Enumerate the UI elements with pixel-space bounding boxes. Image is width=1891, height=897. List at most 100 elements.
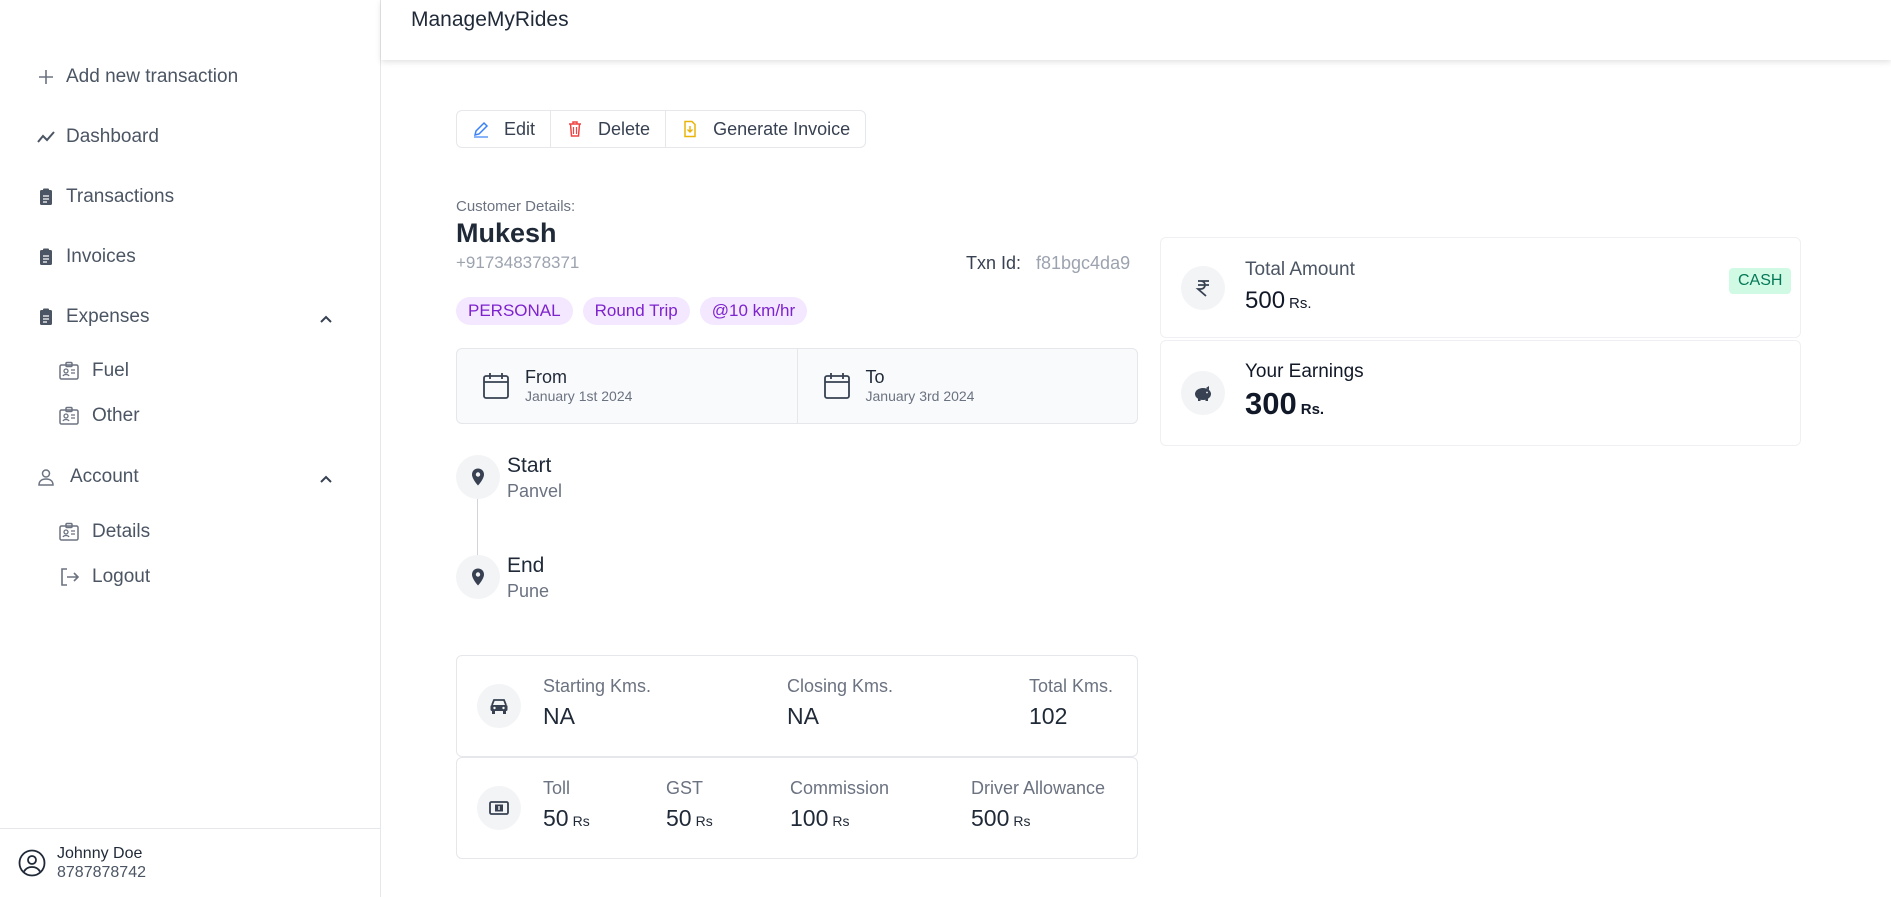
piggy-bank-icon bbox=[1195, 386, 1211, 401]
customer-section-label: Customer Details: bbox=[456, 198, 576, 215]
trash-icon bbox=[569, 121, 582, 137]
rupee-icon bbox=[1195, 280, 1209, 297]
starting-kms-label: Starting Kms. bbox=[543, 676, 652, 696]
sidebar-item-expenses[interactable]: Expenses bbox=[36, 306, 149, 328]
commission-value: 100 bbox=[790, 805, 829, 831]
plus-icon bbox=[39, 70, 53, 84]
delete-label: Delete bbox=[598, 118, 651, 139]
app-title: ManageMyRides bbox=[411, 8, 569, 31]
total-amount-value: 500 bbox=[1245, 287, 1286, 314]
earnings-card: Your Earnings 300 Rs. bbox=[1160, 340, 1801, 446]
start-label: Start bbox=[507, 454, 552, 477]
sidebar-item-invoices[interactable]: Invoices bbox=[36, 246, 136, 268]
txn-id-label: Txn Id: bbox=[966, 253, 1022, 273]
kms-card: Starting Kms. NA Closing Kms. NA Total K… bbox=[456, 655, 1138, 757]
user-profile[interactable]: Johnny Doe 8787878742 bbox=[0, 828, 381, 897]
generate-invoice-button[interactable]: Generate Invoice bbox=[666, 111, 865, 147]
user-icon bbox=[38, 469, 54, 486]
calendar-icon bbox=[483, 373, 509, 399]
banknote-icon bbox=[489, 801, 509, 815]
route-connector bbox=[477, 498, 478, 558]
from-value: January 1st 2024 bbox=[525, 388, 633, 404]
toll: Toll 50 Rs bbox=[543, 778, 590, 832]
gst-value: 50 bbox=[666, 805, 692, 831]
customer-phone: +917348378371 bbox=[456, 253, 580, 272]
txn-id-value: f81bgc4da9 bbox=[1036, 253, 1131, 273]
edit-label: Edit bbox=[504, 118, 536, 139]
user-circle-icon bbox=[18, 849, 46, 877]
sidebar-item-fuel[interactable]: Fuel bbox=[58, 360, 129, 382]
piggy-icon-wrap bbox=[1181, 371, 1225, 415]
sidebar-item-label: Invoices bbox=[66, 246, 136, 267]
sidebar-item-label: Fuel bbox=[92, 360, 129, 381]
commission-label: Commission bbox=[790, 778, 890, 798]
toll-unit: Rs bbox=[572, 813, 590, 829]
end-label: End bbox=[507, 554, 545, 577]
tag-list: PERSONAL Round Trip @10 km/hr bbox=[456, 297, 808, 325]
sidebar-item-details[interactable]: Details bbox=[58, 521, 150, 543]
end-location: Pune bbox=[507, 581, 550, 601]
action-toolbar: Edit Delete Generate Invoice bbox=[456, 110, 867, 148]
toll-value: 50 bbox=[543, 805, 569, 831]
closing-kms: Closing Kms. NA bbox=[787, 676, 893, 730]
edit-button[interactable]: Edit bbox=[457, 111, 552, 147]
chevron-up-icon[interactable] bbox=[317, 470, 335, 488]
total-kms-label: Total Kms. bbox=[1029, 676, 1114, 696]
sidebar-item-account[interactable]: Account bbox=[36, 466, 139, 488]
driver-allowance-label: Driver Allowance bbox=[971, 778, 1106, 798]
to-value: January 3rd 2024 bbox=[865, 388, 975, 404]
closing-kms-label: Closing Kms. bbox=[787, 676, 894, 696]
date-range: From January 1st 2024 To January 3rd 202… bbox=[456, 348, 1138, 424]
toll-label: Toll bbox=[543, 778, 571, 798]
gst-unit: Rs bbox=[695, 813, 713, 829]
to-date: To January 3rd 2024 bbox=[798, 349, 1138, 423]
map-pin-icon bbox=[472, 568, 484, 586]
car-icon-wrap bbox=[477, 684, 521, 728]
add-transaction-label: Add new transaction bbox=[66, 66, 239, 87]
sidebar-item-label: Details bbox=[92, 521, 151, 542]
clipboard-icon bbox=[40, 308, 52, 325]
sidebar-item-transactions[interactable]: Transactions bbox=[36, 186, 174, 208]
logout-icon bbox=[61, 568, 80, 586]
user-phone: 8787878742 bbox=[57, 864, 146, 881]
to-label: To bbox=[865, 367, 885, 387]
charges-card: Toll 50 Rs GST 50 Rs Commission 100 Rs Driv… bbox=[456, 757, 1138, 859]
sidebar-item-other[interactable]: Other bbox=[58, 405, 140, 427]
sidebar-item-label: Other bbox=[92, 405, 140, 426]
total-amount-label: Total Amount bbox=[1245, 259, 1355, 280]
id-card-icon bbox=[59, 361, 79, 380]
starting-kms-value: NA bbox=[543, 703, 575, 729]
driver-allowance: Driver Allowance 500 Rs bbox=[971, 778, 1105, 832]
commission: Commission 100 Rs bbox=[790, 778, 889, 832]
tag-trip-type: PERSONAL bbox=[456, 297, 573, 325]
file-download-icon bbox=[684, 120, 696, 138]
top-bar: ManageMyRides bbox=[381, 0, 1891, 60]
clipboard-icon bbox=[40, 188, 52, 205]
generate-invoice-label: Generate Invoice bbox=[713, 118, 851, 139]
closing-kms-value: NA bbox=[787, 703, 819, 729]
chevron-up-icon[interactable] bbox=[317, 310, 335, 328]
id-card-icon bbox=[59, 406, 79, 425]
sidebar-item-label: Dashboard bbox=[66, 126, 159, 147]
starting-kms: Starting Kms. NA bbox=[543, 676, 651, 730]
map-pin-icon bbox=[472, 468, 484, 486]
sidebar-item-label: Transactions bbox=[66, 186, 175, 207]
add-transaction-button[interactable]: Add new transaction bbox=[36, 66, 238, 88]
sidebar: Add new transaction Dashboard Transactio… bbox=[0, 0, 381, 897]
start-pin bbox=[456, 455, 500, 499]
edit-icon bbox=[473, 121, 489, 138]
cash-icon-wrap bbox=[477, 786, 521, 830]
gst: GST 50 Rs bbox=[666, 778, 713, 832]
sidebar-item-dashboard[interactable]: Dashboard bbox=[36, 126, 159, 148]
clipboard-icon bbox=[40, 248, 52, 265]
sidebar-item-logout[interactable]: Logout bbox=[58, 566, 150, 588]
tag-rate: @10 km/hr bbox=[699, 297, 808, 325]
id-card-icon bbox=[59, 522, 79, 541]
delete-button[interactable]: Delete bbox=[551, 111, 667, 147]
driver-allowance-value: 500 bbox=[971, 805, 1010, 831]
earnings-value: 300 bbox=[1245, 386, 1297, 421]
total-amount-card: Total Amount 500 Rs. CASH bbox=[1160, 237, 1801, 338]
total-kms-value: 102 bbox=[1029, 703, 1068, 729]
tag-trip-mode: Round Trip bbox=[582, 297, 690, 325]
sidebar-item-label: Expenses bbox=[66, 306, 150, 327]
